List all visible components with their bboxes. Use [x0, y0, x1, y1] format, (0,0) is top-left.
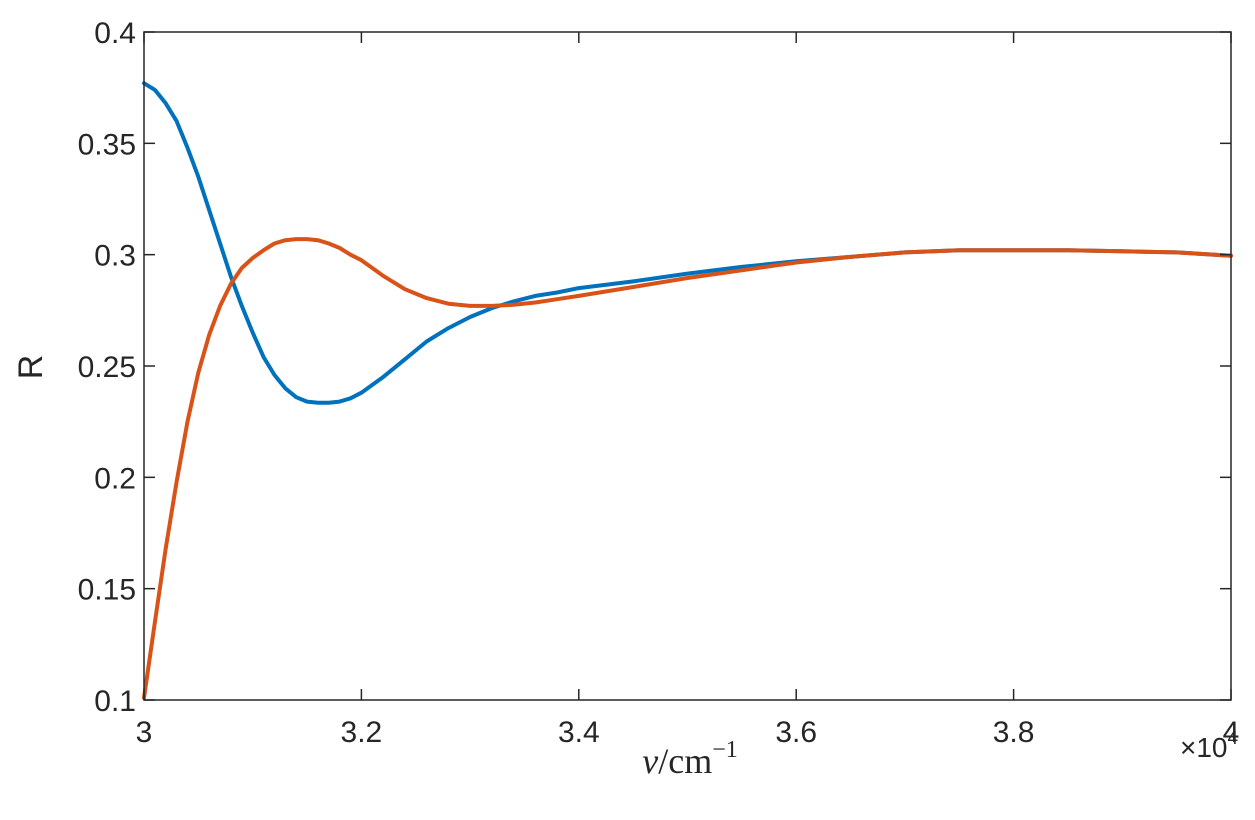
y-tick-label: 0.25 [78, 351, 136, 384]
x-axis-label-unit: /cm [658, 741, 712, 781]
x-axis-multiplier: ×104 [1180, 728, 1239, 763]
x-axis-label: ν/cm−1 [642, 737, 738, 781]
series-layer [142, 81, 1233, 700]
x-tick-label: 3.4 [558, 716, 600, 749]
y-tick-label: 0.2 [94, 462, 136, 495]
y-tick-label: 0.4 [94, 17, 136, 50]
ticks-layer [143, 31, 1232, 701]
series-line-2 [142, 237, 1233, 700]
y-axis-label: R [12, 355, 50, 380]
x-tick-label: 4 [1223, 716, 1240, 749]
tick-labels-layer: 3 3.2 3.4 3.6 3.8 4 0.1 0.15 0.2 0.25 0.3 0.35 0.4 [78, 17, 1240, 749]
y-tick-label: 0.35 [78, 128, 136, 161]
x-tick-label: 3 [136, 716, 153, 749]
y-tick-label: 0.3 [94, 240, 136, 273]
y-tick-label: 0.15 [78, 574, 136, 607]
x-axis-label-symbol: ν [642, 741, 658, 781]
x-tick-label: 3.8 [993, 716, 1035, 749]
plot-area-frame [143, 31, 1232, 701]
y-tick-label: 0.1 [94, 685, 136, 718]
x-axis-multiplier-base: ×10 [1180, 732, 1228, 763]
x-tick-label: 3.6 [775, 716, 817, 749]
series-line-1 [142, 81, 1233, 405]
x-axis-multiplier-exponent: 4 [1228, 728, 1239, 749]
x-axis-label-exponent: −1 [712, 737, 738, 763]
x-tick-label: 3.2 [341, 716, 383, 749]
